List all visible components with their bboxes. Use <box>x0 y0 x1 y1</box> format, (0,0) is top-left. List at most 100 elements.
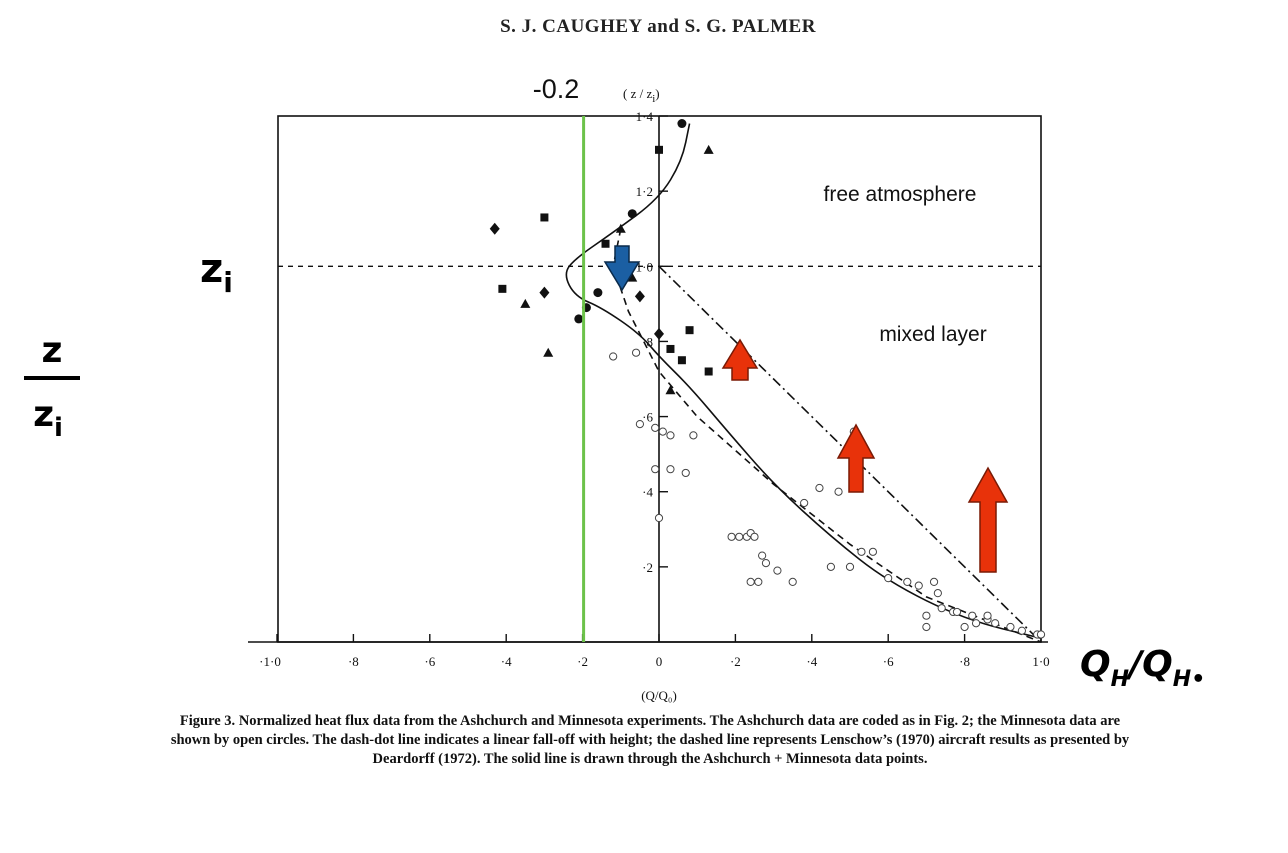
red-up-arrow-2 <box>836 423 876 493</box>
free-atmosphere-label: free atmosphere <box>824 183 977 206</box>
circle-open-point <box>658 427 667 436</box>
circle-open-point <box>746 577 755 586</box>
circle-open-point <box>681 468 690 478</box>
circle-open-point <box>609 352 618 361</box>
x-tick-label: ·2 <box>577 654 588 669</box>
diamond-filled-point <box>489 222 500 235</box>
circle-open-point <box>845 562 855 571</box>
circle-open-point <box>968 611 977 620</box>
x-tick-label: ·1·0 <box>259 654 281 669</box>
square-filled-point <box>685 326 694 335</box>
circle-open-point <box>815 483 824 493</box>
square-filled-point <box>677 356 686 365</box>
circle-open-point <box>651 465 660 474</box>
triangle-filled-point <box>665 385 676 395</box>
y-tick-label: ·4 <box>642 485 653 500</box>
y-ticks: ·2·4·6·81·01·21·4 <box>636 109 668 575</box>
circle-open-point <box>666 465 675 474</box>
x-handwritten-label: QH/QH• <box>1080 644 1205 692</box>
x-tick-label: ·4 <box>501 654 512 669</box>
x-tick-label: ·6 <box>883 654 894 669</box>
x-tick-label: 1·0 <box>1032 654 1049 669</box>
circle-open-point <box>758 551 767 560</box>
x-tick-label: ·8 <box>959 654 970 669</box>
circle-filled-point <box>574 314 584 324</box>
x-tick-label: ·8 <box>348 654 359 669</box>
circle-open-point <box>761 559 771 568</box>
circle-open-point <box>651 423 660 432</box>
square-filled-point <box>601 239 610 248</box>
circle-open-point <box>857 547 866 556</box>
circle-open-point <box>826 562 836 571</box>
circle-open-point <box>922 622 931 632</box>
red-up-arrow-1 <box>721 338 759 381</box>
diamond-filled-point <box>539 286 550 299</box>
x-tick-label: ·2 <box>730 654 741 669</box>
circle-open-point <box>750 532 759 541</box>
caption-text: Normalized heat flux data from the Ashch… <box>170 713 1130 767</box>
circle-open-point <box>971 619 981 628</box>
triangle-filled-point <box>627 272 638 282</box>
circle-open-point <box>631 348 641 357</box>
circle-open-point <box>689 431 698 440</box>
circle-open-point <box>654 513 664 523</box>
square-filled-point <box>540 213 549 222</box>
zi-handwritten-label: zi <box>200 246 233 299</box>
red-up-arrow-3 <box>967 466 1009 573</box>
circle-open-point <box>773 566 782 575</box>
circle-open-point <box>754 577 763 586</box>
green-line-label: -0.2 <box>533 74 580 104</box>
circle-open-point <box>903 577 912 586</box>
circle-open-point <box>937 604 946 613</box>
solid-line <box>565 123 1042 640</box>
figure-caption: Figure 3. Normalized heat flux data from… <box>170 712 1130 769</box>
circle-filled-point <box>677 119 687 129</box>
square-filled-point <box>498 284 507 293</box>
triangle-filled-point <box>615 223 626 233</box>
square-filled-point <box>704 367 713 376</box>
blue-down-arrow <box>603 245 641 292</box>
circle-open-point <box>929 577 939 586</box>
circle-open-point <box>933 589 942 598</box>
circle-open-point <box>991 619 1000 628</box>
triangle-filled-point <box>703 144 714 154</box>
circle-open-point <box>735 532 744 541</box>
circle-open-point <box>666 431 675 440</box>
circle-open-point <box>868 547 878 556</box>
circle-open-point <box>884 574 893 583</box>
circle-open-point <box>922 611 931 620</box>
triangle-filled-point <box>520 298 531 308</box>
y-tick-label: ·6 <box>642 410 653 425</box>
data-points <box>489 119 1046 639</box>
diamond-filled-point <box>634 290 645 303</box>
circle-open-point <box>983 611 992 620</box>
circle-open-point <box>727 532 736 541</box>
diamond-filled-point <box>654 327 664 340</box>
circle-open-point <box>788 577 797 586</box>
circle-filled-point <box>627 209 637 219</box>
circle-open-point <box>1036 630 1046 639</box>
svg-text:z: z <box>42 330 63 371</box>
svg-text:zi: zi <box>33 394 63 443</box>
y-tick-label: 1·2 <box>636 184 653 199</box>
square-filled-point <box>655 145 663 154</box>
circle-open-point <box>1006 622 1015 632</box>
y-handwritten-label: z zi <box>24 330 80 443</box>
y-tick-label: 1·0 <box>636 259 653 274</box>
top-axis-label: ( z / zi) <box>623 86 660 105</box>
x-ticks: ·1·0 ·8 ·6 ·4 ·2 0 ·2 ·4 ·6 ·8 1·0 <box>259 634 1050 669</box>
circle-open-point <box>800 498 809 508</box>
circle-filled-point <box>593 288 603 298</box>
mixed-layer-label: mixed layer <box>879 323 986 346</box>
y-tick-label: 1·4 <box>636 109 654 124</box>
circle-open-point <box>834 487 843 496</box>
circle-open-point <box>952 607 962 617</box>
x-axis-label: (Q/Q₀) <box>641 688 677 703</box>
paper-authors-header: S. J. CAUGHEY and S. G. PALMER <box>500 16 816 37</box>
dashed-line <box>612 228 1042 643</box>
circle-open-point <box>960 622 969 632</box>
square-filled-point <box>666 344 675 353</box>
circle-open-point <box>635 419 645 429</box>
triangle-filled-point <box>543 347 554 357</box>
